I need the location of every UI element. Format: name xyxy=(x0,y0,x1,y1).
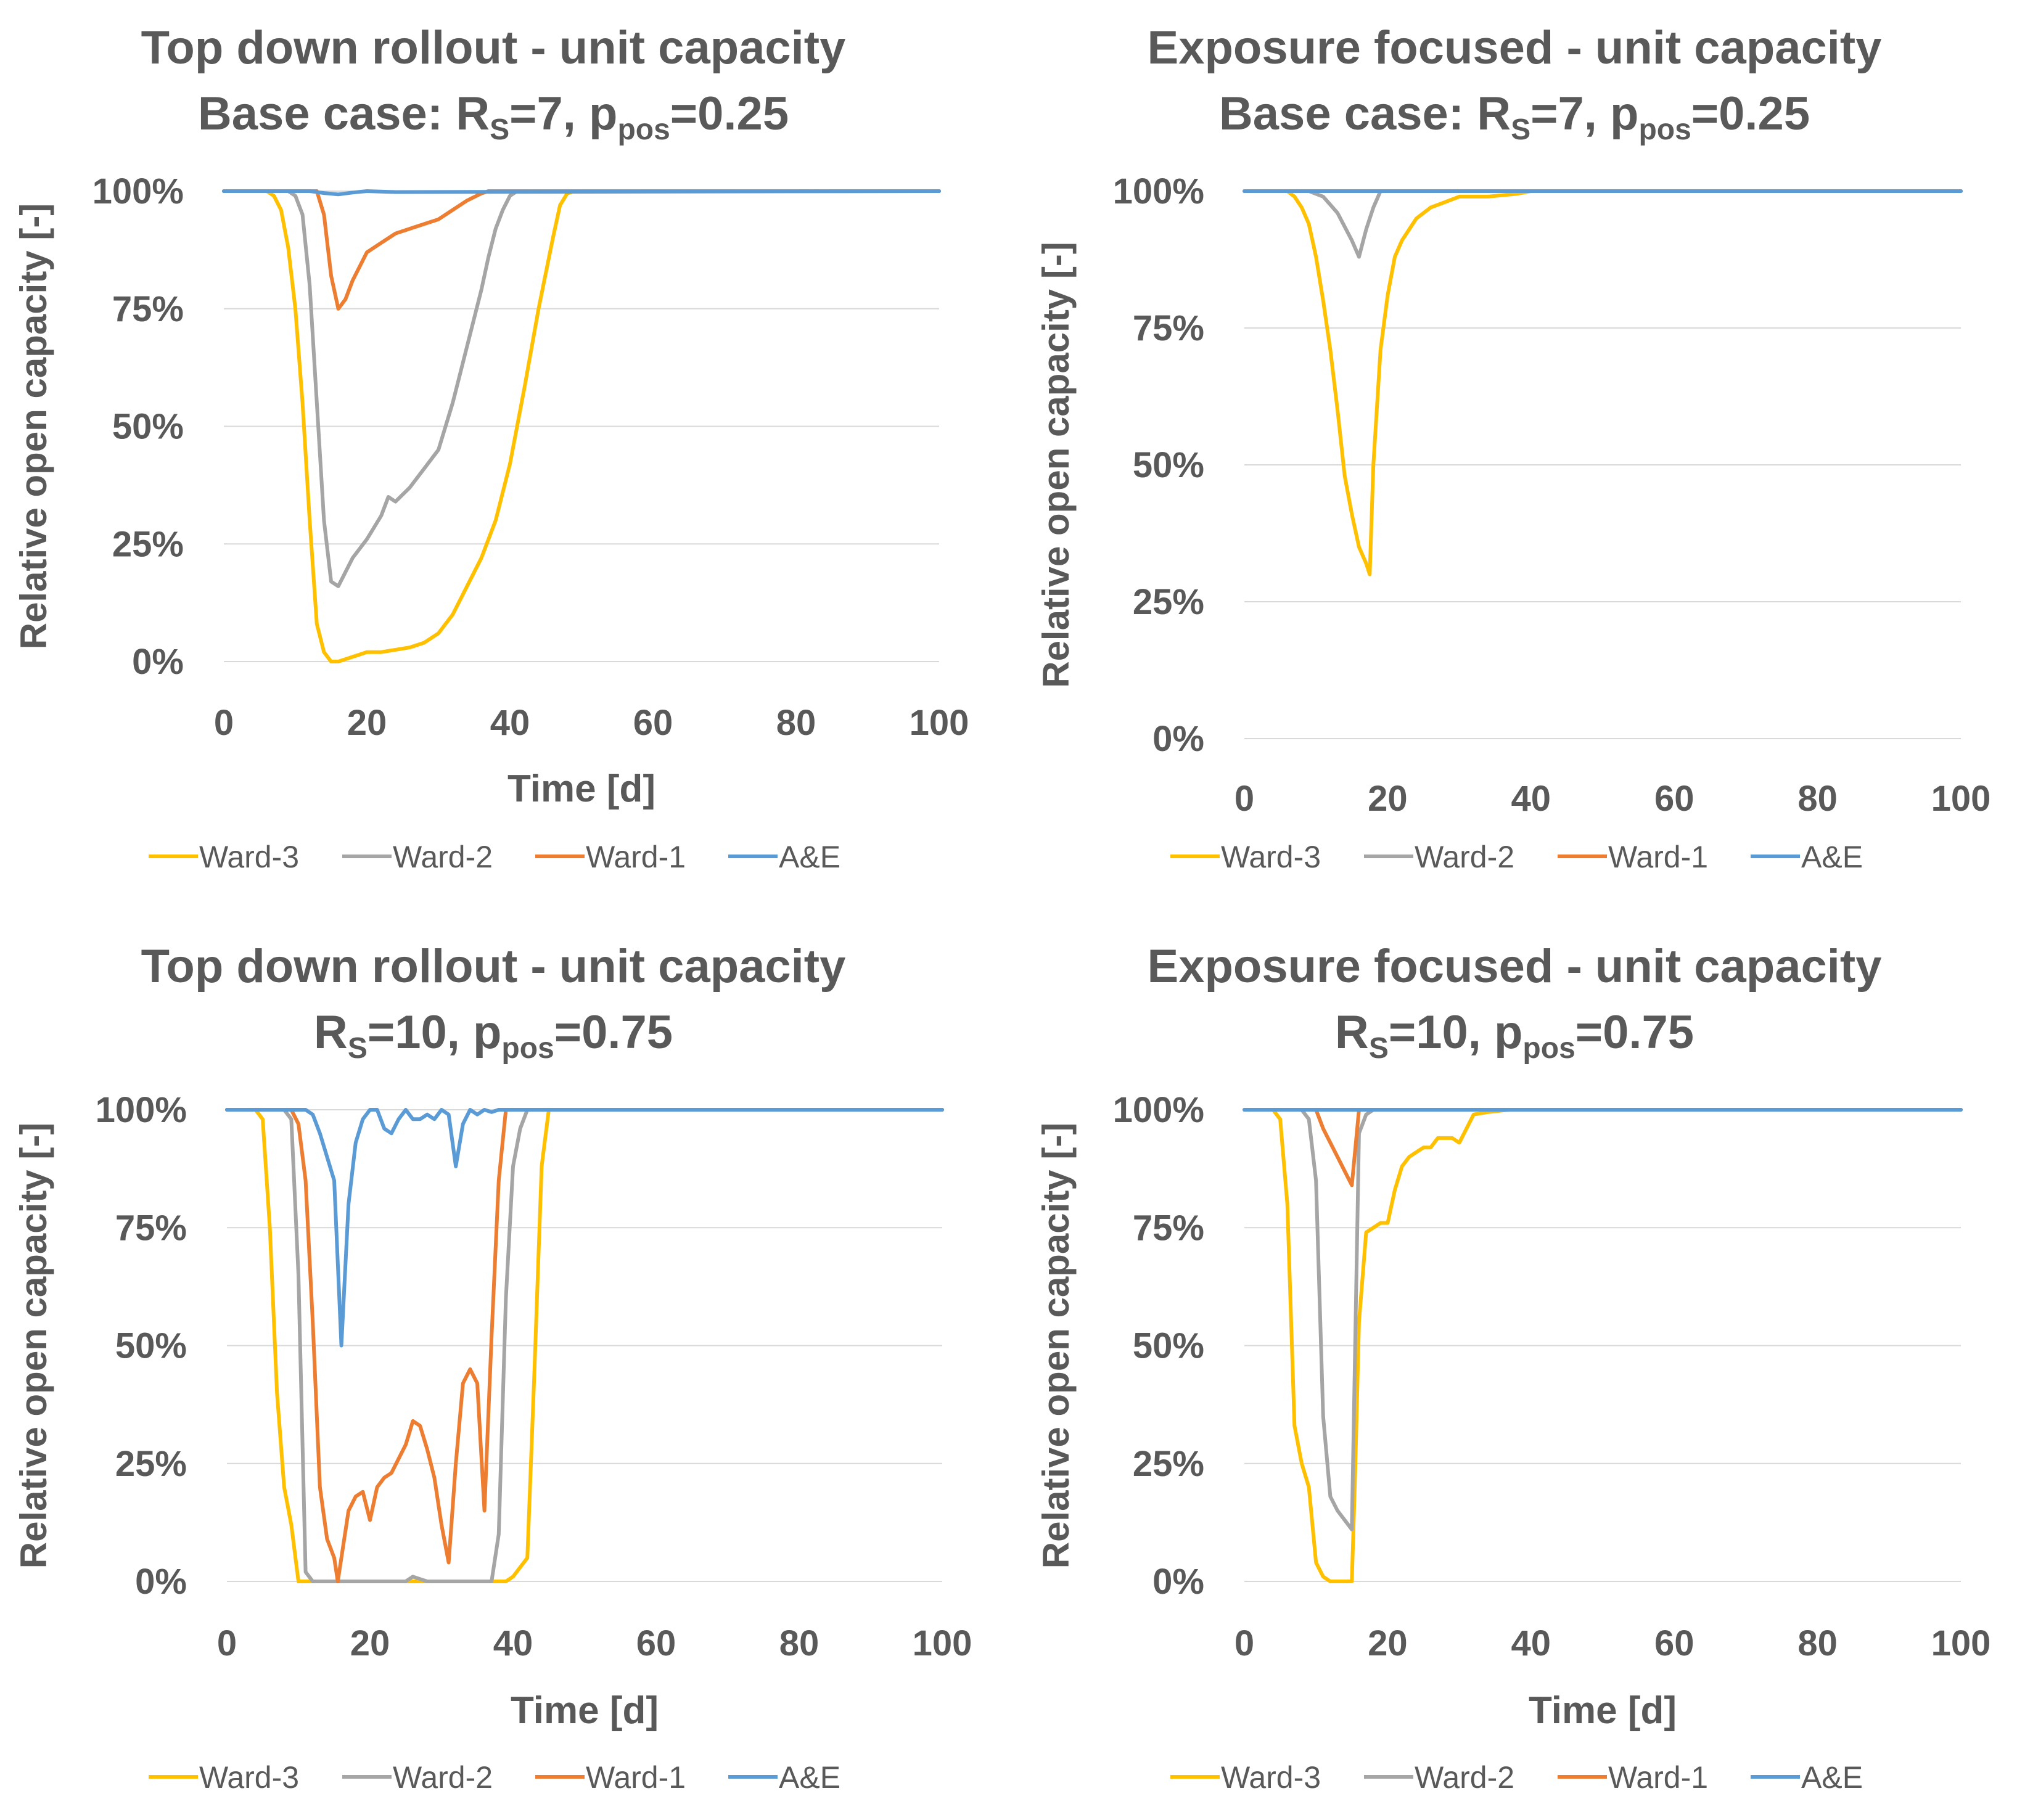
legend-label: A&E xyxy=(779,840,840,874)
chart-subtitle: RS=10, ppos=0.75 xyxy=(1335,1006,1694,1065)
legend-label: Ward-3 xyxy=(1221,840,1321,874)
y-tick-label: 25% xyxy=(115,1444,187,1484)
x-tick-label: 40 xyxy=(1511,779,1551,819)
series-line-ward-1 xyxy=(222,189,941,311)
series-line-a-e xyxy=(225,1108,944,1348)
x-tick-label: 20 xyxy=(1368,779,1408,819)
legend-label: Ward-2 xyxy=(393,840,493,874)
x-axis-label: Time [d] xyxy=(507,768,655,810)
series-line-ward-3 xyxy=(225,1108,944,1583)
series-line-a-e xyxy=(222,189,941,197)
series-line-ward-3 xyxy=(222,189,941,663)
x-tick-label: 100 xyxy=(913,1623,972,1663)
x-tick-label: 40 xyxy=(1511,1623,1551,1663)
legend-label: A&E xyxy=(779,1760,840,1795)
series-line-ward-2 xyxy=(225,1108,944,1583)
x-tick-label: 20 xyxy=(347,703,387,743)
legend-label: Ward-2 xyxy=(393,1760,493,1795)
y-axis-label: Relative open capacity [-] xyxy=(13,203,54,650)
legend-label: Ward-3 xyxy=(1221,1760,1321,1795)
y-tick-label: 25% xyxy=(112,524,184,564)
chart-title: Top down rollout - unit capacity xyxy=(141,940,846,993)
x-axis-label: Time [d] xyxy=(511,1689,659,1732)
y-tick-label: 0% xyxy=(132,642,184,682)
x-tick-label: 0 xyxy=(1234,1623,1254,1663)
y-tick-label: 75% xyxy=(112,289,184,329)
series-line-ward-2 xyxy=(222,189,941,588)
chart-panel-4: Exposure focused - unit capacity RS=10, p… xyxy=(1035,940,1990,1795)
y-tick-label: 100% xyxy=(92,171,184,211)
y-axis-label: Relative open capacity [-] xyxy=(13,1123,54,1569)
y-tick-label: 50% xyxy=(1133,445,1204,485)
y-tick-label: 0% xyxy=(1152,719,1204,759)
x-axis-label: Time [d] xyxy=(1529,1689,1677,1732)
x-tick-label: 60 xyxy=(1654,779,1695,819)
legend-label: Ward-2 xyxy=(1415,840,1514,874)
x-tick-label: 100 xyxy=(1931,779,1991,819)
x-tick-label: 0 xyxy=(214,703,234,743)
series-line-ward-3 xyxy=(1243,1108,1963,1583)
y-tick-label: 25% xyxy=(1133,1444,1204,1484)
y-tick-label: 25% xyxy=(1133,582,1204,622)
y-tick-label: 100% xyxy=(1113,1090,1204,1130)
x-tick-label: 60 xyxy=(1654,1623,1695,1663)
legend-label: A&E xyxy=(1801,1760,1863,1795)
x-tick-label: 100 xyxy=(910,703,969,743)
series-line-ward-1 xyxy=(225,1108,944,1583)
x-tick-label: 80 xyxy=(1797,1623,1838,1663)
legend-label: Ward-1 xyxy=(1608,840,1708,874)
legend-label: A&E xyxy=(1801,840,1863,874)
legend-label: Ward-1 xyxy=(586,1760,686,1795)
chart-subtitle: Base case: RS=7, ppos=0.25 xyxy=(198,88,789,146)
chart-panel-1: Top down rollout - unit capacity Base cas… xyxy=(13,22,969,874)
legend-label: Ward-3 xyxy=(199,1760,299,1795)
chart-title: Exposure focused - unit capacity xyxy=(1148,940,1882,993)
x-tick-label: 0 xyxy=(1234,779,1254,819)
legend-label: Ward-3 xyxy=(199,840,299,874)
y-axis-label: Relative open capacity [-] xyxy=(1035,242,1077,688)
legend-label: Ward-1 xyxy=(1608,1760,1708,1795)
y-tick-label: 100% xyxy=(96,1090,187,1130)
x-tick-label: 100 xyxy=(1931,1623,1991,1663)
y-tick-label: 0% xyxy=(135,1562,187,1602)
x-tick-label: 60 xyxy=(636,1623,676,1663)
y-tick-label: 100% xyxy=(1113,171,1204,211)
y-tick-label: 75% xyxy=(1133,308,1204,348)
x-tick-label: 60 xyxy=(633,703,673,743)
y-axis-label: Relative open capacity [-] xyxy=(1035,1123,1077,1569)
x-tick-label: 40 xyxy=(493,1623,533,1663)
chart-panel-3: Top down rollout - unit capacity RS=10, p… xyxy=(13,940,972,1795)
y-tick-label: 50% xyxy=(115,1326,187,1366)
series-line-ward-3 xyxy=(1243,189,1963,576)
series-line-ward-2 xyxy=(1243,1108,1963,1531)
x-tick-label: 80 xyxy=(779,1623,820,1663)
chart-subtitle: Base case: RS=7, ppos=0.25 xyxy=(1219,88,1810,146)
y-tick-label: 75% xyxy=(1133,1208,1204,1248)
x-tick-label: 40 xyxy=(490,703,530,743)
chart-title: Top down rollout - unit capacity xyxy=(141,22,846,74)
x-tick-label: 20 xyxy=(1368,1623,1408,1663)
chart-title: Exposure focused - unit capacity xyxy=(1148,22,1882,74)
x-tick-label: 20 xyxy=(350,1623,390,1663)
y-tick-label: 0% xyxy=(1152,1562,1204,1602)
y-tick-label: 75% xyxy=(115,1208,187,1248)
series-line-ward-2 xyxy=(1243,189,1963,259)
y-tick-label: 50% xyxy=(112,407,184,447)
x-tick-label: 80 xyxy=(776,703,816,743)
chart-panel-2: Exposure focused - unit capacity Base cas… xyxy=(1035,22,1990,874)
x-tick-label: 0 xyxy=(217,1623,237,1663)
legend-label: Ward-1 xyxy=(586,840,686,874)
chart-subtitle: RS=10, ppos=0.75 xyxy=(314,1006,673,1065)
y-tick-label: 50% xyxy=(1133,1326,1204,1366)
series-line-ward-1 xyxy=(1243,1108,1963,1187)
legend-label: Ward-2 xyxy=(1415,1760,1514,1795)
x-tick-label: 80 xyxy=(1797,779,1838,819)
